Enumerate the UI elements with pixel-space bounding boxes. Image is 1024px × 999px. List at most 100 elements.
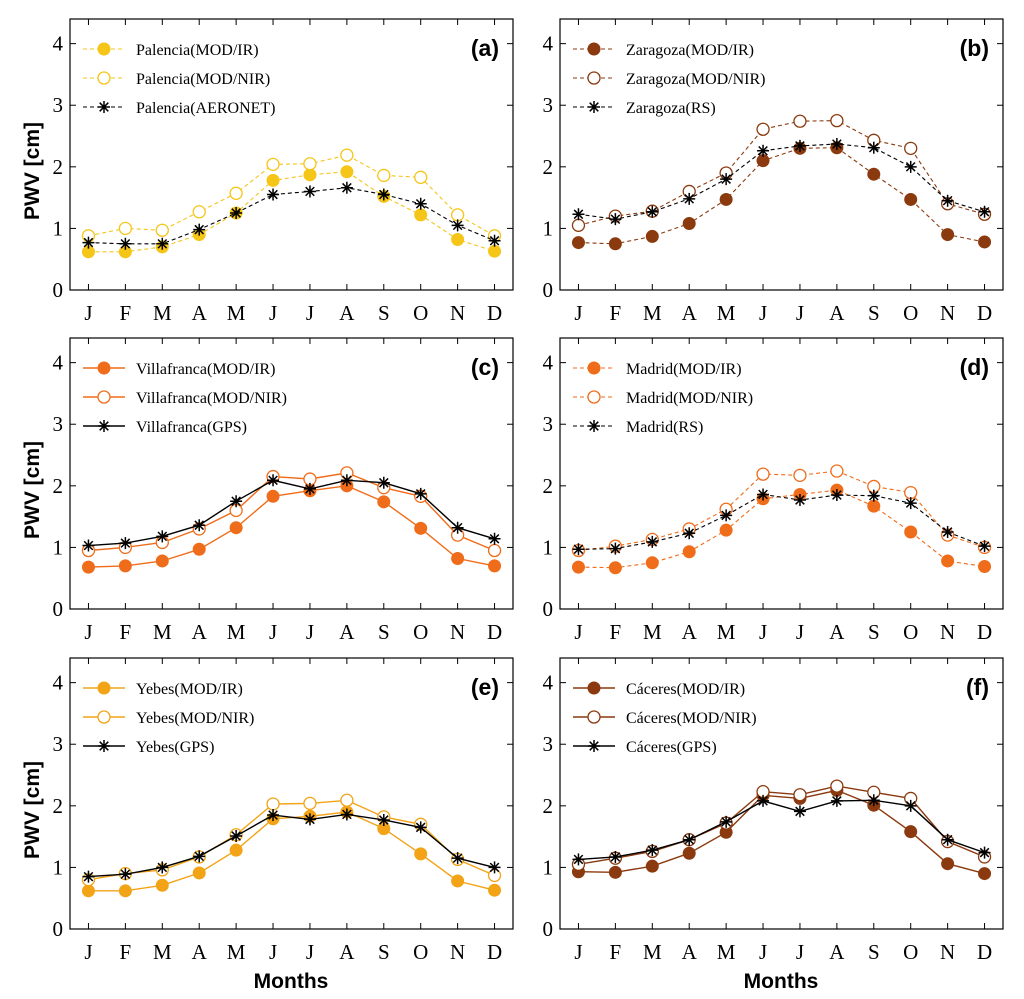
legend: Zaragoza(MOD/IR) Zaragoza(MOD/NIR) Zaragoz… [573,42,766,117]
x-tick-label: J [84,620,92,644]
data-point [682,216,696,230]
series-1 [81,479,502,574]
series-2 [571,779,992,871]
data-point [267,474,280,487]
legend-marker [98,420,110,432]
x-tick-label: M [717,620,736,644]
data-point [340,181,353,194]
x-tick-label: O [413,301,428,325]
x-tick-label: M [643,620,662,644]
y-tick-label: 1 [543,216,554,240]
data-point [572,543,585,556]
data-point [229,186,243,200]
x-tick-label: N [450,301,465,325]
data-point [82,870,95,883]
legend-label: Madrid(MOD/NIR) [626,390,753,407]
y-tick-label: 2 [543,794,554,818]
x-tick-label: O [903,940,918,964]
data-point [941,194,954,207]
data-point [377,188,390,201]
data-point [720,173,733,186]
data-point [230,829,243,842]
legend-marker [97,361,111,375]
data-point [572,853,585,866]
panel-label: (a) [471,35,499,61]
x-tick-label: J [269,940,277,964]
y-tick-label: 2 [53,155,64,179]
data-point [156,237,169,250]
data-point [488,883,502,897]
data-point [719,523,733,537]
data-point [720,815,733,828]
x-tick-label: J [796,301,804,325]
data-point [646,535,659,548]
series-2 [81,148,502,243]
legend-label: Cáceres(MOD/NIR) [626,710,757,727]
data-point [720,509,733,522]
x-tick-label: A [192,301,208,325]
data-point [904,141,918,155]
legend-label: Yebes(MOD/IR) [136,681,243,698]
x-tick-label: M [153,620,172,644]
legend: Palencia(MOD/IR) Palencia(MOD/NIR) Palenci… [83,42,276,117]
panel-label: (b) [960,35,989,61]
x-tick-label: F [610,620,622,644]
series-1 [571,783,992,881]
legend-marker [587,42,601,56]
x-tick-label: D [487,301,502,325]
x-tick-label: J [84,940,92,964]
data-point [488,532,501,545]
data-point [414,821,427,834]
legend-label: Palencia(MOD/NIR) [136,71,270,88]
data-point [487,543,502,558]
data-point [867,167,881,181]
legend-marker [588,420,600,432]
data-point [609,850,622,863]
y-tick-label: 0 [53,917,64,941]
series-line [578,143,985,220]
legend-marker [587,390,601,404]
data-point [118,884,132,898]
x-tick-label: M [153,940,172,964]
x-tick-label: A [682,940,698,964]
data-point [230,495,243,508]
data-point [192,866,206,880]
data-point [155,878,169,892]
x-tick-label: A [682,301,698,325]
data-point [608,237,622,251]
y-tick-label: 1 [53,855,64,879]
data-point [451,232,465,246]
x-tick-label: N [450,620,465,644]
panel-label: (d) [960,354,989,380]
legend-label: Yebes(MOD/NIR) [136,710,254,727]
series-line [88,811,495,892]
series-line [88,154,495,237]
series-line [88,485,495,568]
data-point [266,173,280,187]
series-1 [81,805,502,898]
plot-frame [559,337,1004,610]
data-point [450,208,465,222]
x-tick-label: A [339,301,355,325]
series-line [88,799,495,881]
legend-label: Madrid(RS) [626,419,703,436]
data-point [340,148,354,162]
ylabel-row-2: PWV [cm] [21,441,44,539]
x-tick-label: S [868,620,880,644]
x-tick-label: A [829,620,845,644]
legend-marker [588,740,600,752]
data-point [571,560,585,574]
y-tick-label: 4 [543,351,554,375]
legend-marker [587,681,601,695]
legend-label: Cáceres(GPS) [626,739,717,756]
data-point [719,192,733,206]
y-tick-label: 4 [543,671,554,695]
x-tick-label: J [574,620,582,644]
legend-marker [97,42,111,56]
data-point [82,236,95,249]
x-tick-label: F [610,940,622,964]
x-tick-label: N [940,620,955,644]
ylabel-row-1: PWV [cm] [21,122,44,220]
data-point [571,236,585,250]
x-tick-label: J [759,940,767,964]
